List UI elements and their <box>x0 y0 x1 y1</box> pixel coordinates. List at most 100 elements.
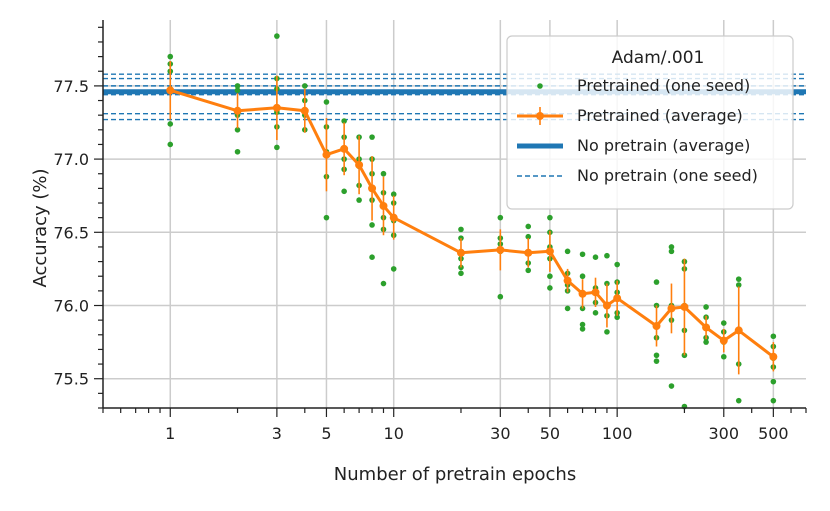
x-tick-label: 1 <box>165 424 175 443</box>
x-tick-label: 10 <box>384 424 404 443</box>
seed-point <box>167 53 174 60</box>
seed-point <box>323 214 330 221</box>
seed-point <box>390 266 397 272</box>
pretrained-average-series <box>166 60 778 375</box>
seed-point <box>547 285 553 291</box>
seed-point <box>614 261 620 268</box>
average-marker <box>300 106 309 115</box>
legend-box <box>506 35 794 210</box>
seed-point <box>390 191 397 198</box>
seed-point <box>720 320 727 326</box>
legend-title: Adam/.001 <box>612 48 705 68</box>
average-marker <box>719 336 728 345</box>
seed-point <box>653 358 660 364</box>
seed-point <box>497 293 504 300</box>
seed-point <box>770 397 777 404</box>
average-marker <box>652 322 661 331</box>
seed-point <box>653 279 660 285</box>
average-marker <box>322 150 331 159</box>
y-tick-label: 76.5 <box>53 223 89 242</box>
seed-point <box>525 233 532 240</box>
seed-point <box>323 99 330 105</box>
seed-point <box>369 134 375 140</box>
seed-point <box>604 329 610 335</box>
y-tick-label: 77.5 <box>53 77 89 96</box>
y-axis-label: Accuracy (%) <box>30 168 51 287</box>
legend: Adam/.001 Pretrained (one seed) Pretrained… <box>506 35 794 210</box>
x-axis-label: Number of pretrain epochs <box>334 464 576 485</box>
seed-point <box>564 305 571 312</box>
seed-point <box>547 273 553 280</box>
seed-point <box>579 326 586 332</box>
average-marker <box>355 160 364 169</box>
seed-point <box>458 270 464 277</box>
legend-entry-label: Pretrained (average) <box>577 106 743 125</box>
average-marker <box>456 248 465 257</box>
seed-point <box>668 248 675 255</box>
seed-point <box>369 254 375 260</box>
seed-point <box>681 352 688 359</box>
legend-entry-label: Pretrained (one seed) <box>577 76 750 95</box>
seed-point <box>525 267 532 274</box>
average-marker <box>578 289 587 298</box>
average-marker <box>233 106 242 115</box>
legend-entry-label: No pretrain (average) <box>577 136 750 155</box>
average-marker <box>524 248 533 257</box>
y-tick-label: 75.5 <box>53 370 89 389</box>
seed-point <box>547 214 553 221</box>
axes: 1 3 5 10 30 50 100 300 500 75.5 76.0 76.5 77.0 77.5 <box>53 20 807 443</box>
seed-point <box>592 254 599 260</box>
x-tick-label: 30 <box>490 424 510 443</box>
legend-entry-label: No pretrain (one seed) <box>577 166 758 185</box>
seed-point <box>167 121 174 127</box>
seed-point <box>234 148 241 155</box>
seed-point <box>668 244 675 250</box>
seed-point <box>735 276 742 282</box>
seed-point <box>614 314 620 321</box>
seed-point <box>369 222 375 228</box>
seed-point <box>770 333 777 340</box>
seed-point <box>356 197 362 203</box>
average-marker <box>379 201 388 210</box>
average-marker <box>613 294 622 303</box>
seed-point <box>579 321 586 328</box>
seed-point <box>167 141 174 148</box>
seed-point <box>458 264 464 271</box>
average-marker <box>166 86 175 95</box>
seed-point <box>497 214 504 221</box>
average-marker <box>368 184 377 193</box>
average-marker <box>389 213 398 222</box>
seed-point <box>604 252 610 259</box>
y-tick-label: 76.0 <box>53 297 89 316</box>
average-marker <box>702 323 711 332</box>
average-marker <box>496 245 505 254</box>
seed-point <box>579 251 586 258</box>
seed-point <box>770 378 777 385</box>
average-marker <box>272 103 281 112</box>
average-marker <box>734 326 743 335</box>
average-marker <box>340 144 349 153</box>
average-marker <box>769 352 778 361</box>
seed-point <box>735 282 742 288</box>
seed-point <box>592 310 599 316</box>
average-marker <box>591 288 600 297</box>
seed-point <box>341 118 347 124</box>
seed-point <box>380 170 387 177</box>
seed-point <box>234 83 241 89</box>
seed-point <box>380 280 387 287</box>
seed-point <box>274 144 280 151</box>
seed-point <box>720 353 727 360</box>
seed-point <box>703 339 709 345</box>
average-marker <box>667 304 676 313</box>
x-tick-label: 3 <box>272 424 282 443</box>
seed-point <box>458 226 464 233</box>
average-marker <box>602 301 611 310</box>
seed-point <box>735 397 742 404</box>
legend-average-marker <box>536 112 544 120</box>
x-tick-label: 100 <box>602 424 633 443</box>
seed-point <box>301 83 308 89</box>
seed-point <box>234 127 241 133</box>
x-tick-label: 300 <box>709 424 740 443</box>
seed-point <box>579 273 586 280</box>
